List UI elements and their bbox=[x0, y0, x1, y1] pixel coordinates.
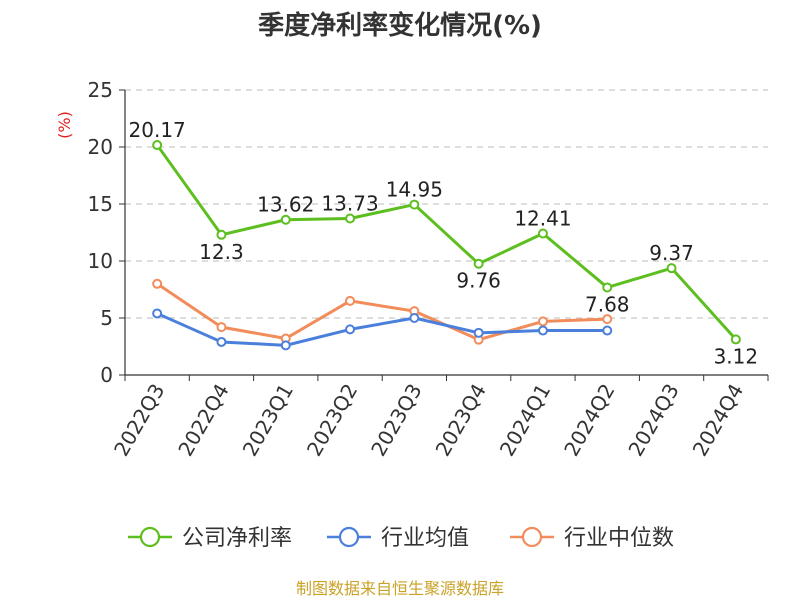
x-tick-labels: 2022Q3 2022Q4 2023Q1 2023Q2 2023Q3 2023Q4 2024… bbox=[109, 380, 748, 461]
data-label: 12.41 bbox=[514, 207, 571, 231]
series-line-1 bbox=[156, 312, 608, 347]
series-point bbox=[473, 327, 484, 338]
series-point bbox=[537, 316, 548, 327]
x-tick-label: 2023Q1 bbox=[238, 380, 298, 461]
legend: 公司净利率 行业均值 行业中位数 bbox=[128, 526, 674, 551]
series-point bbox=[537, 228, 548, 239]
x-tick-label: 2024Q3 bbox=[623, 380, 683, 461]
series-point bbox=[602, 314, 613, 325]
x-tick-label: 2023Q4 bbox=[431, 380, 491, 461]
data-label: 13.73 bbox=[321, 191, 378, 215]
series-point bbox=[473, 258, 484, 269]
series-point bbox=[730, 334, 741, 345]
y-tick-label: 10 bbox=[88, 249, 113, 273]
data-label: 20.17 bbox=[129, 118, 186, 142]
axes bbox=[119, 89, 769, 381]
series-point bbox=[152, 140, 163, 151]
series-point bbox=[409, 199, 420, 210]
series-point bbox=[602, 325, 613, 336]
data-label: 3.12 bbox=[714, 344, 759, 368]
series-line-2 bbox=[156, 282, 608, 342]
series-point bbox=[345, 324, 356, 335]
data-labels: 20.17 12.3 13.62 13.73 14.95 9.76 12.41 7.68 9.3… bbox=[129, 118, 759, 368]
y-tick-label: 15 bbox=[88, 192, 113, 216]
series-point bbox=[409, 313, 420, 323]
legend-label: 行业均值 bbox=[381, 526, 469, 551]
series-point bbox=[280, 214, 291, 225]
series-point bbox=[280, 340, 291, 351]
source-note: 制图数据来自恒生聚源数据库 bbox=[296, 579, 504, 598]
y-tick-label: 0 bbox=[100, 363, 113, 387]
y-axis-unit: (%) bbox=[55, 111, 74, 139]
data-label: 9.37 bbox=[649, 241, 694, 265]
x-tick-label: 2024Q4 bbox=[688, 380, 748, 461]
series-point bbox=[602, 282, 613, 293]
series-point bbox=[666, 263, 677, 274]
y-tick-label: 20 bbox=[88, 135, 113, 159]
series-point bbox=[216, 336, 227, 347]
legend-marker bbox=[338, 526, 360, 548]
legend-marker bbox=[139, 526, 161, 548]
series-point bbox=[216, 322, 227, 333]
legend-label: 行业中位数 bbox=[564, 526, 674, 551]
series-lines bbox=[152, 140, 741, 351]
y-tick-label: 25 bbox=[88, 78, 113, 102]
x-tick-label: 2024Q2 bbox=[559, 380, 619, 461]
x-tick-label: 2023Q2 bbox=[302, 380, 362, 461]
x-tick-label: 2022Q3 bbox=[109, 380, 169, 461]
y-tick-label: 5 bbox=[100, 306, 113, 330]
x-tick-label: 2024Q1 bbox=[495, 380, 555, 461]
data-label: 14.95 bbox=[386, 178, 443, 202]
x-tick-label: 2023Q3 bbox=[366, 380, 426, 461]
y-tick-labels: 0 5 10 15 20 25 bbox=[88, 78, 113, 387]
x-tick-label: 2022Q4 bbox=[173, 380, 233, 461]
series-point bbox=[152, 308, 163, 319]
data-label: 12.3 bbox=[199, 240, 244, 264]
legend-label: 公司净利率 bbox=[182, 526, 292, 551]
series-line-0 bbox=[155, 144, 737, 341]
grid-lines bbox=[125, 89, 768, 319]
data-label: 13.62 bbox=[257, 193, 314, 217]
series-point bbox=[216, 229, 227, 240]
series-point bbox=[345, 295, 356, 306]
series-point bbox=[537, 325, 548, 336]
data-label: 9.76 bbox=[456, 269, 501, 293]
legend-marker bbox=[521, 526, 543, 548]
series-point bbox=[152, 278, 163, 289]
series-point bbox=[345, 213, 356, 224]
chart-title: 季度净利率变化情况(%) bbox=[258, 10, 542, 41]
data-label: 7.68 bbox=[585, 292, 630, 316]
